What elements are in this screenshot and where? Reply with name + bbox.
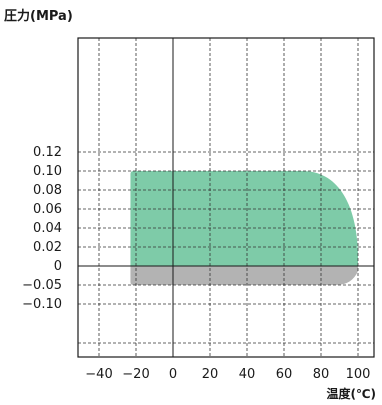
x-tick-label: 100	[346, 367, 371, 382]
y-tick-label: 0.02	[33, 240, 62, 255]
x-tick-label: 80	[313, 367, 330, 382]
y-tick-label: 0.04	[33, 221, 62, 236]
x-tick-label: −20	[122, 367, 149, 382]
region-positive-pressure	[130, 171, 358, 266]
y-tick-label: 0.10	[33, 164, 62, 179]
x-axis-title: 温度(℃)	[326, 387, 376, 401]
y-tick-label: 0.12	[33, 145, 62, 160]
plot-frame	[77, 37, 375, 358]
x-tick-label: −40	[85, 367, 112, 382]
y-tick-label: −0.05	[22, 278, 62, 293]
x-tick-label: 40	[239, 367, 256, 382]
y-tick-label: 0.06	[33, 202, 62, 217]
y-tick-label: 0	[54, 259, 62, 274]
y-tick-label: −0.10	[22, 297, 62, 312]
x-tick-label: 60	[276, 367, 293, 382]
x-tick-label: 20	[202, 367, 219, 382]
y-axis-title: 圧力(MPa)	[4, 9, 73, 24]
x-tick-label: 0	[169, 367, 177, 382]
region-negative-pressure	[130, 266, 358, 285]
y-tick-label: 0.08	[33, 183, 62, 198]
